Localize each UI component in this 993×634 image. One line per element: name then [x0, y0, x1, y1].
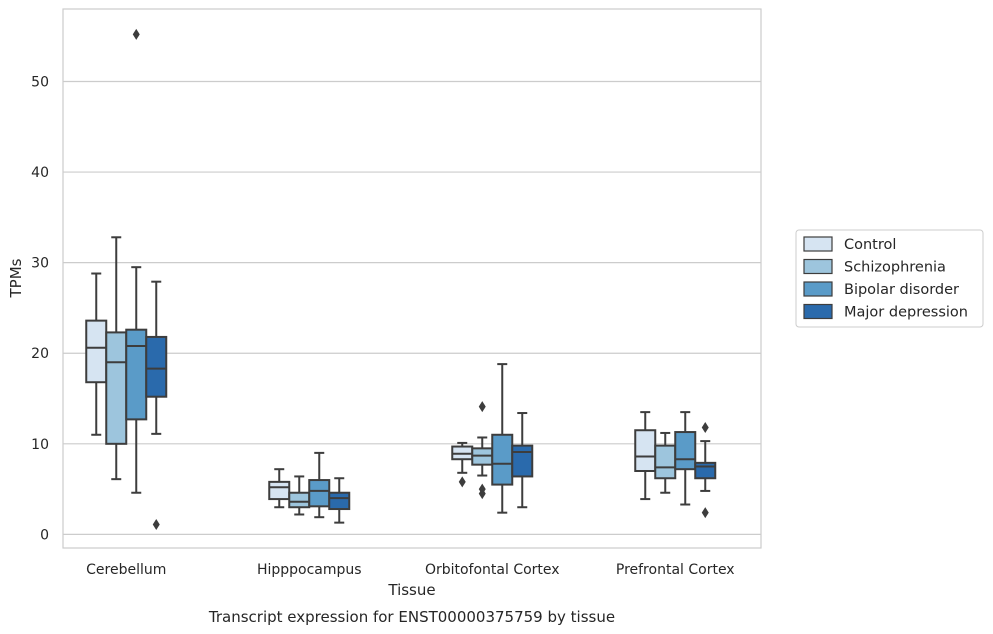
box-major-depression-0 — [145, 280, 168, 530]
grid — [63, 80, 761, 536]
box-body — [491, 433, 514, 486]
box-body — [694, 461, 717, 480]
box-major-depression-1 — [328, 477, 351, 524]
y-tick-label: 10 — [31, 437, 49, 453]
boxes — [85, 28, 717, 530]
y-tick-labels: 0 10 20 30 40 50 — [31, 74, 49, 543]
chart-caption: Transcript expression for ENST0000037575… — [208, 608, 615, 626]
y-tick-label: 40 — [31, 165, 49, 181]
x-tick-label: Cerebellum — [86, 562, 166, 578]
box-bipolar-disorder-3 — [674, 411, 697, 506]
box-bipolar-disorder-0 — [125, 28, 148, 494]
box-body — [634, 429, 657, 472]
box-body — [125, 328, 148, 421]
x-tick-label: Orbitofontal Cortex — [425, 562, 560, 578]
x-tick-label: Prefrontal Cortex — [616, 562, 735, 578]
legend-label: Schizophrenia — [844, 260, 946, 276]
outlier-point — [701, 422, 709, 434]
box-major-depression-3 — [694, 422, 717, 519]
box-body — [328, 491, 351, 511]
box-control-0 — [85, 272, 108, 436]
box-body — [288, 491, 311, 509]
legend-swatch — [803, 236, 833, 252]
x-tick-label: Hipppocampus — [257, 562, 362, 578]
box-bipolar-disorder-2 — [491, 363, 514, 514]
y-tick-label: 20 — [31, 346, 49, 362]
box-body — [145, 335, 168, 398]
legend-label: Control — [844, 237, 896, 253]
outlier-point — [701, 507, 709, 519]
box-body — [511, 444, 534, 478]
box-body — [268, 480, 291, 501]
y-tick-label: 50 — [31, 74, 49, 90]
box-control-2 — [451, 441, 474, 488]
y-tick-label: 30 — [31, 256, 49, 272]
box-major-depression-2 — [511, 412, 534, 509]
legend-label: Bipolar disorder — [844, 282, 959, 298]
plot-frame — [62, 8, 762, 549]
outlier-point — [132, 28, 140, 40]
outlier-point — [478, 483, 486, 495]
y-tick-label: 0 — [40, 527, 49, 543]
outlier-point — [478, 401, 486, 413]
x-tick-labels: Cerebellum Hipppocampus Orbitofontal Corte… — [86, 562, 734, 578]
box-body — [85, 319, 108, 384]
legend: Control Schizophrenia Bipolar disorder Majo… — [795, 229, 984, 328]
box-body — [654, 444, 677, 480]
legend-frame — [795, 229, 984, 328]
y-axis-label: TPMs — [7, 258, 25, 298]
box-schizophrenia-0 — [105, 236, 128, 481]
box-body — [105, 331, 128, 445]
legend-label: Major depression — [844, 305, 968, 321]
box-control-1 — [268, 468, 291, 509]
outlier-point — [458, 476, 466, 488]
box-body — [308, 479, 331, 508]
legend-swatch — [803, 303, 833, 320]
outlier-point — [152, 518, 160, 530]
legend-swatch — [803, 258, 833, 275]
legend-swatch — [803, 281, 833, 297]
box-body — [674, 431, 697, 471]
x-axis-label: Tissue — [387, 581, 435, 599]
